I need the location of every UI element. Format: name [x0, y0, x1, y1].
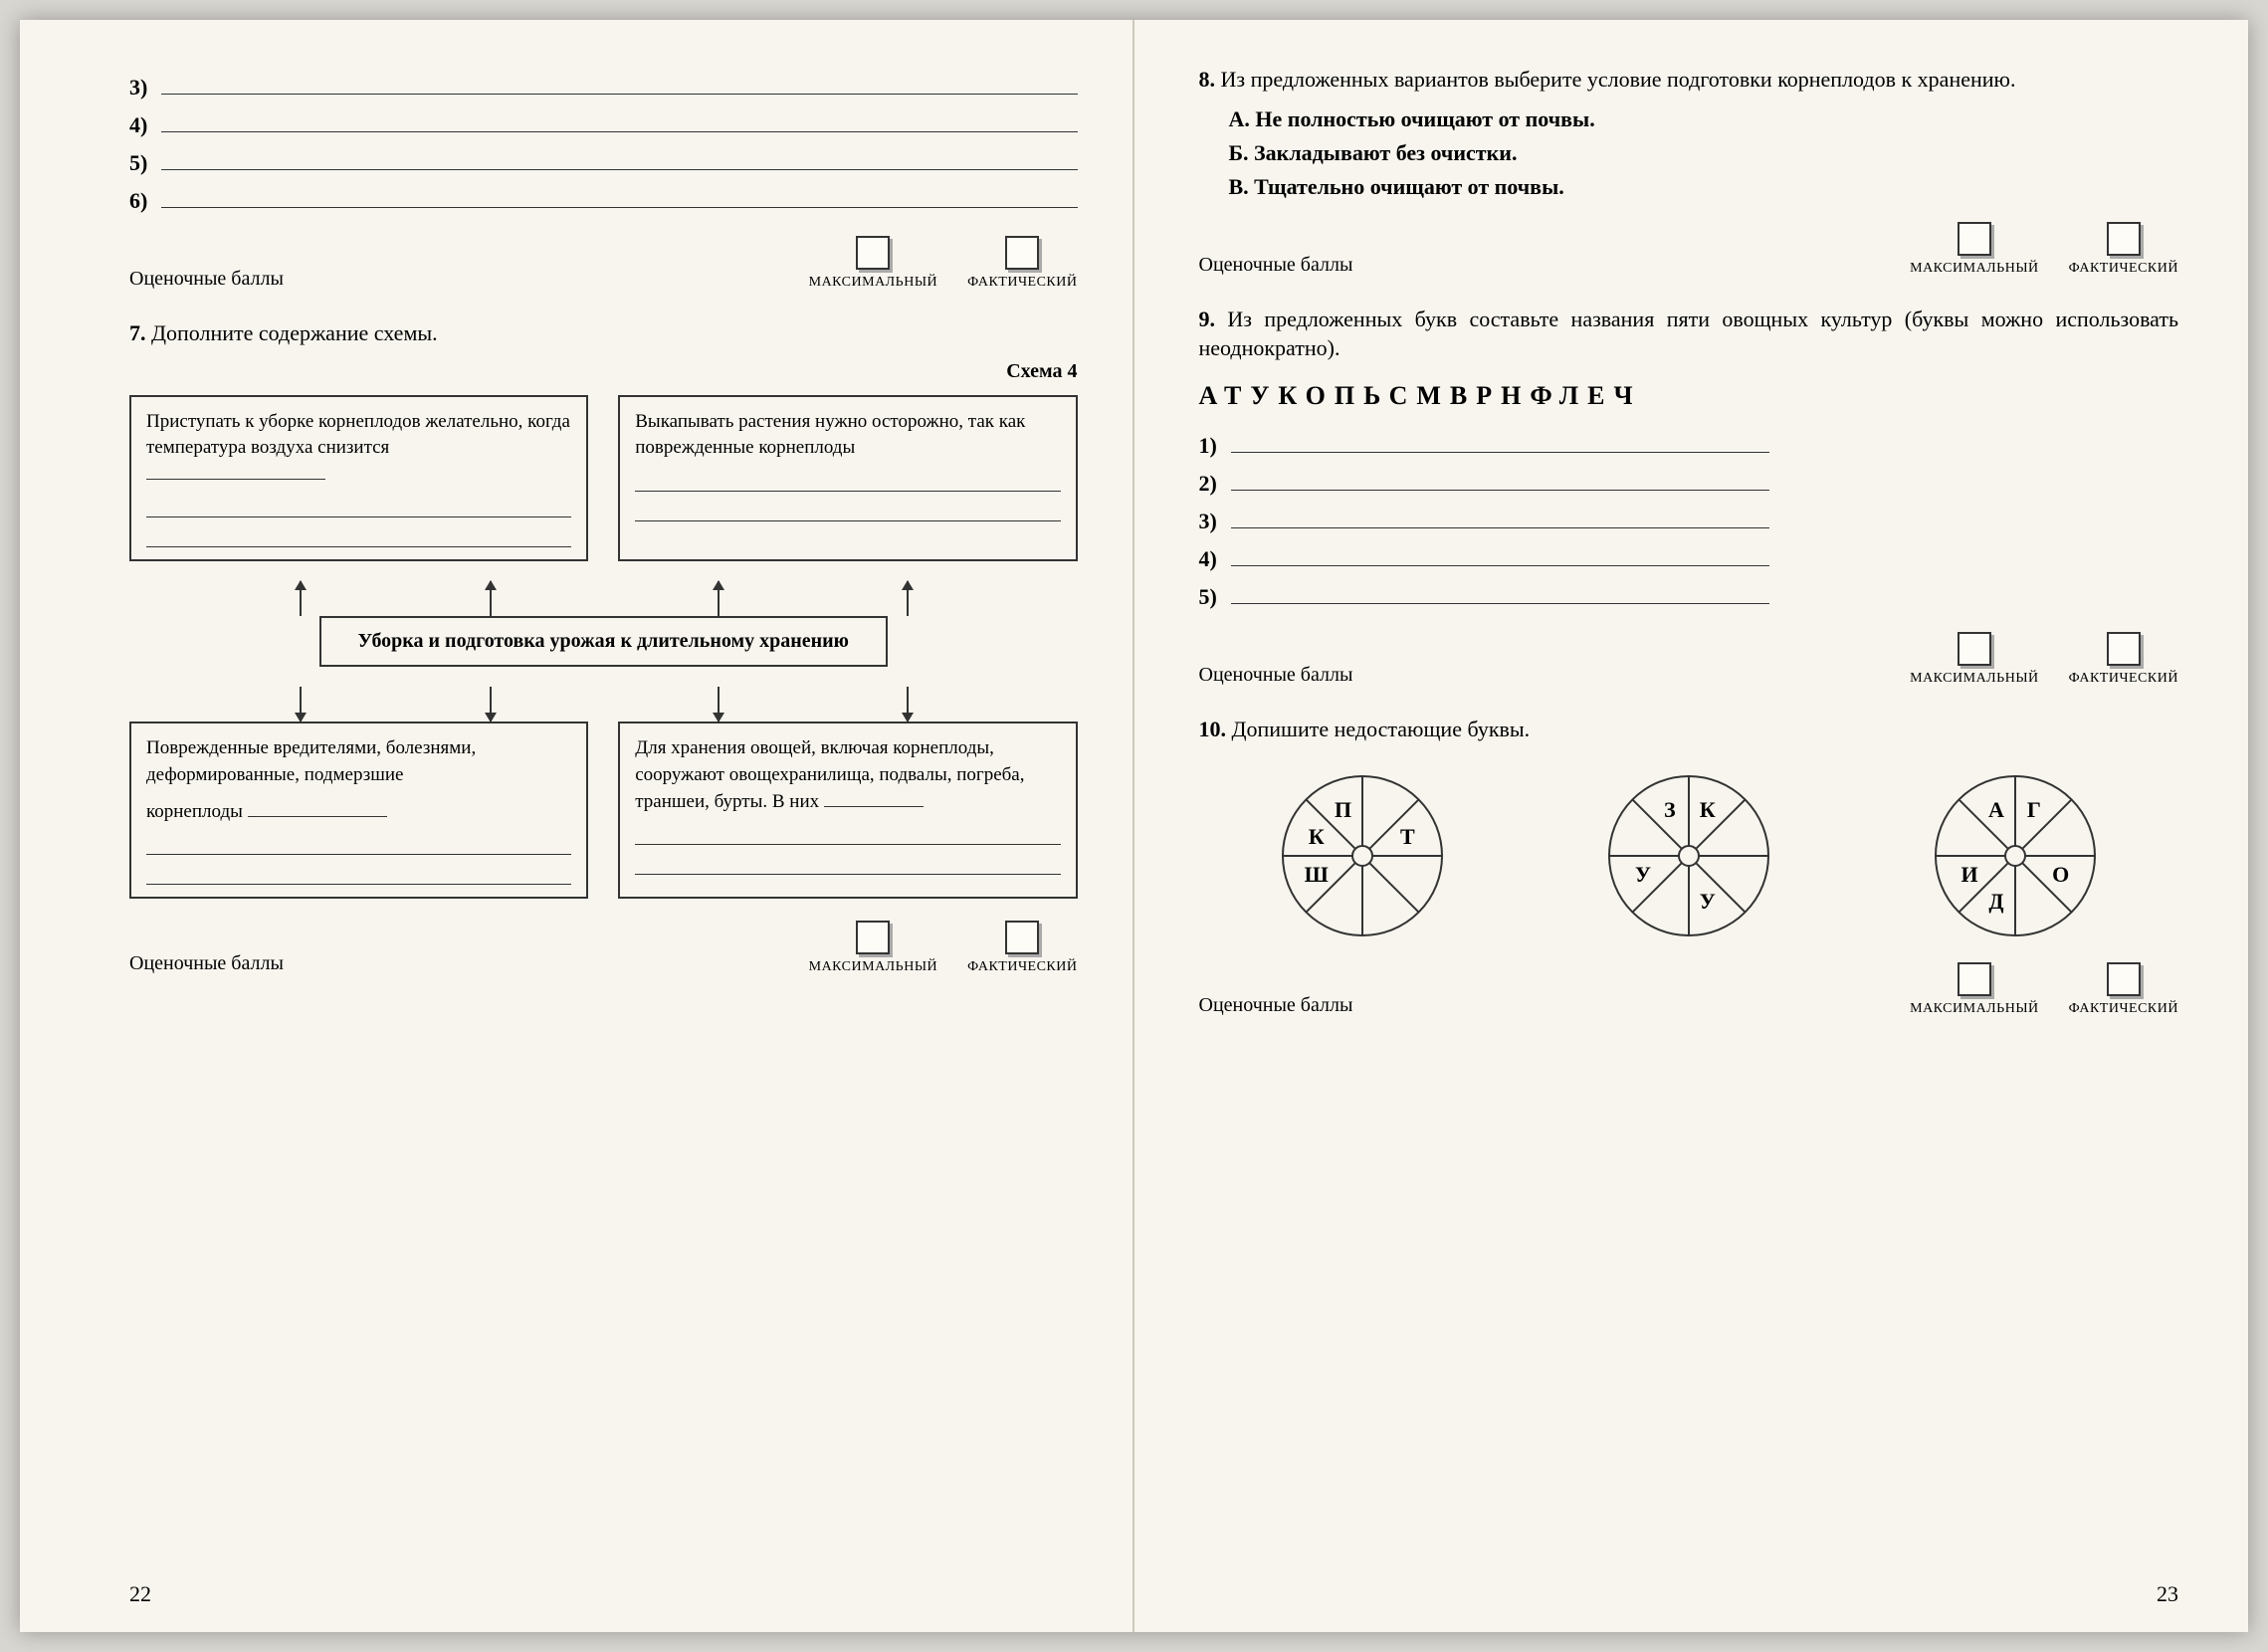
wheel-sector-letter: И	[1961, 862, 1978, 888]
score-max-group: МАКСИМАЛЬНЫЙ	[809, 921, 938, 975]
score-label: Оценочные баллы	[1199, 994, 1881, 1017]
score-label: Оценочные баллы	[129, 952, 779, 975]
blank-9-2[interactable]: 2)	[1199, 471, 2179, 497]
score-fact-group: ФАКТИЧЕСКИЙ	[2069, 632, 2178, 687]
wheel-sector-letter: П	[1335, 797, 1351, 823]
score-box-fact[interactable]	[2107, 962, 2141, 996]
scheme-label: Схема 4	[129, 360, 1078, 383]
score-box-max[interactable]	[856, 921, 890, 954]
wheel-2[interactable]: К У У З	[1607, 774, 1770, 937]
score-fact-group: ФАКТИЧЕСКИЙ	[2069, 222, 2178, 277]
score-label: Оценочные баллы	[1199, 664, 1881, 687]
score-max-group: МАКСИМАЛЬНЫЙ	[1910, 222, 2039, 277]
score-box-fact[interactable]	[2107, 222, 2141, 256]
score-label: Оценочные баллы	[1199, 254, 1881, 277]
option-b: Б. Закладывают без очистки.	[1229, 140, 2179, 166]
score-row-3: Оценочные баллы МАКСИМАЛЬНЫЙ ФАКТИЧЕСКИЙ	[1199, 222, 2179, 277]
wheel-sector-letter: Ш	[1305, 862, 1329, 888]
page-left: 3) 4) 5) 6) Оценочные баллы МАКСИМАЛЬНЫЙ…	[20, 20, 1134, 1632]
arrows-bottom	[129, 687, 1078, 722]
score-box-fact[interactable]	[1005, 921, 1039, 954]
blank-9-5[interactable]: 5)	[1199, 584, 2179, 610]
blank-4[interactable]: 4)	[129, 112, 1078, 138]
arrows-top	[129, 581, 1078, 616]
scheme-4: Приступать к уборке корнеплодов желатель…	[129, 395, 1078, 900]
top-blanks: 3) 4) 5) 6)	[129, 75, 1078, 214]
page-number-left: 22	[129, 1581, 151, 1607]
score-row-1: Оценочные баллы МАКСИМАЛЬНЫЙ ФАКТИЧЕСКИЙ	[129, 236, 1078, 291]
task-7: 7. Дополните содержание схемы.	[129, 318, 1078, 348]
page-number-right: 23	[2157, 1581, 2178, 1607]
blank-5[interactable]: 5)	[129, 150, 1078, 176]
task-10: 10. Допишите недостающие буквы.	[1199, 715, 2179, 744]
page-right: 8. Из предложенных вариантов выберите ус…	[1134, 20, 2249, 1632]
scheme-box-3[interactable]: Поврежденные вредителями, болезнями, деф…	[129, 722, 588, 899]
wheel-sector-letter: Д	[1988, 889, 2003, 915]
wheel-sector-letter: К	[1309, 824, 1325, 850]
blank-6[interactable]: 6)	[129, 188, 1078, 214]
score-label: Оценочные баллы	[129, 268, 779, 291]
task-8: 8. Из предложенных вариантов выберите ус…	[1199, 65, 2179, 95]
score-box-fact[interactable]	[2107, 632, 2141, 666]
score-max-group: МАКСИМАЛЬНЫЙ	[1910, 632, 2039, 687]
wheel-3[interactable]: Г О ДИ А	[1934, 774, 2097, 937]
score-fact-group: ФАКТИЧЕСКИЙ	[967, 236, 1077, 291]
score-row-5: Оценочные баллы МАКСИМАЛЬНЫЙ ФАКТИЧЕСКИЙ	[1199, 962, 2179, 1017]
blank-9-4[interactable]: 4)	[1199, 546, 2179, 572]
score-max-group: МАКСИМАЛЬНЫЙ	[809, 236, 938, 291]
score-box-max[interactable]	[1958, 222, 1991, 256]
wheel-1[interactable]: Т ШКП	[1281, 774, 1444, 937]
letters-row: АТУКОПЬСМВРНФЛЕЧ	[1199, 381, 2179, 411]
scheme-box-4[interactable]: Для хранения овощей, включая корнеплоды,…	[618, 722, 1077, 899]
wheel-sector-letter: А	[1988, 797, 2004, 823]
task-9: 9. Из предложенных букв составьте назван…	[1199, 305, 2179, 363]
blank-9-1[interactable]: 1)	[1199, 433, 2179, 459]
score-fact-group: ФАКТИЧЕСКИЙ	[967, 921, 1077, 975]
option-a: А. Не полностью очищают от почвы.	[1229, 106, 2179, 132]
wheels-row: ТШКП КУУЗ ГОДИА	[1199, 774, 2179, 937]
scheme-box-1[interactable]: Приступать к уборке корнеплодов желатель…	[129, 395, 588, 562]
wheel-sector-letter: У	[1635, 862, 1651, 888]
book-spread: 3) 4) 5) 6) Оценочные баллы МАКСИМАЛЬНЫЙ…	[20, 20, 2248, 1632]
score-row-4: Оценочные баллы МАКСИМАЛЬНЫЙ ФАКТИЧЕСКИЙ	[1199, 632, 2179, 687]
option-c: В. Тщательно очищают от почвы.	[1229, 174, 2179, 200]
score-box-max[interactable]	[1958, 962, 1991, 996]
wheel-sector-letter: К	[1700, 797, 1716, 823]
score-max-group: МАКСИМАЛЬНЫЙ	[1910, 962, 2039, 1017]
blank-9-3[interactable]: 3)	[1199, 509, 2179, 534]
scheme-center: Уборка и подготовка урожая к длительному…	[319, 616, 889, 667]
blanks-9: 1) 2) 3) 4) 5)	[1199, 433, 2179, 610]
wheel-sector-letter: Т	[1400, 824, 1415, 850]
score-box-fact[interactable]	[1005, 236, 1039, 270]
wheel-sector-letter: Г	[2027, 797, 2041, 823]
scheme-box-2[interactable]: Выкапывать растения нужно осторожно, так…	[618, 395, 1077, 562]
score-row-2: Оценочные баллы МАКСИМАЛЬНЫЙ ФАКТИЧЕСКИЙ	[129, 921, 1078, 975]
blank-3[interactable]: 3)	[129, 75, 1078, 101]
score-box-max[interactable]	[856, 236, 890, 270]
score-fact-group: ФАКТИЧЕСКИЙ	[2069, 962, 2178, 1017]
wheel-sector-letter: О	[2052, 862, 2069, 888]
wheel-sector-letter: У	[1700, 889, 1716, 915]
score-box-max[interactable]	[1958, 632, 1991, 666]
wheel-sector-letter: З	[1664, 797, 1676, 823]
